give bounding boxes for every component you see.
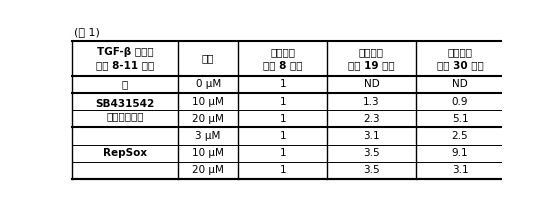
Text: 5.1: 5.1 [452,114,468,124]
Text: 1: 1 [280,114,286,124]
Text: RepSox: RepSox [103,148,147,158]
Text: 1: 1 [280,131,286,141]
Text: 0 μM: 0 μM [195,79,221,89]
Text: ND: ND [452,79,468,89]
Text: 细胞数量
（第 19 天）: 细胞数量 （第 19 天） [348,47,395,70]
Text: 1: 1 [280,97,286,107]
Text: 无: 无 [122,79,128,89]
Text: (表 1): (表 1) [74,28,100,37]
Text: 1: 1 [280,79,286,89]
Text: 3.5: 3.5 [363,166,379,176]
Text: ND: ND [363,79,379,89]
Text: 1: 1 [280,148,286,158]
Text: 9.1: 9.1 [452,148,468,158]
Text: 3.5: 3.5 [363,148,379,158]
Text: SB431542
（阴性对照）: SB431542 （阴性对照） [95,99,155,121]
Text: 3.1: 3.1 [452,166,468,176]
Text: 10 μM: 10 μM [192,148,224,158]
Text: 10 μM: 10 μM [192,97,224,107]
Text: 浓度: 浓度 [202,54,214,64]
Text: 细胞数量
（第 30 天）: 细胞数量 （第 30 天） [437,47,483,70]
Text: 20 μM: 20 μM [192,114,224,124]
Text: 0.9: 0.9 [452,97,468,107]
Text: 细胞数量
（第 8 天）: 细胞数量 （第 8 天） [263,47,302,70]
Text: 20 μM: 20 μM [192,166,224,176]
Text: 1.3: 1.3 [363,97,379,107]
Text: TGF-β 抑制剂
（第 8-11 天）: TGF-β 抑制剂 （第 8-11 天） [96,47,154,70]
Text: 1: 1 [280,166,286,176]
Text: 2.5: 2.5 [452,131,468,141]
Text: 3 μM: 3 μM [195,131,221,141]
Text: 2.3: 2.3 [363,114,379,124]
Text: 3.1: 3.1 [363,131,379,141]
